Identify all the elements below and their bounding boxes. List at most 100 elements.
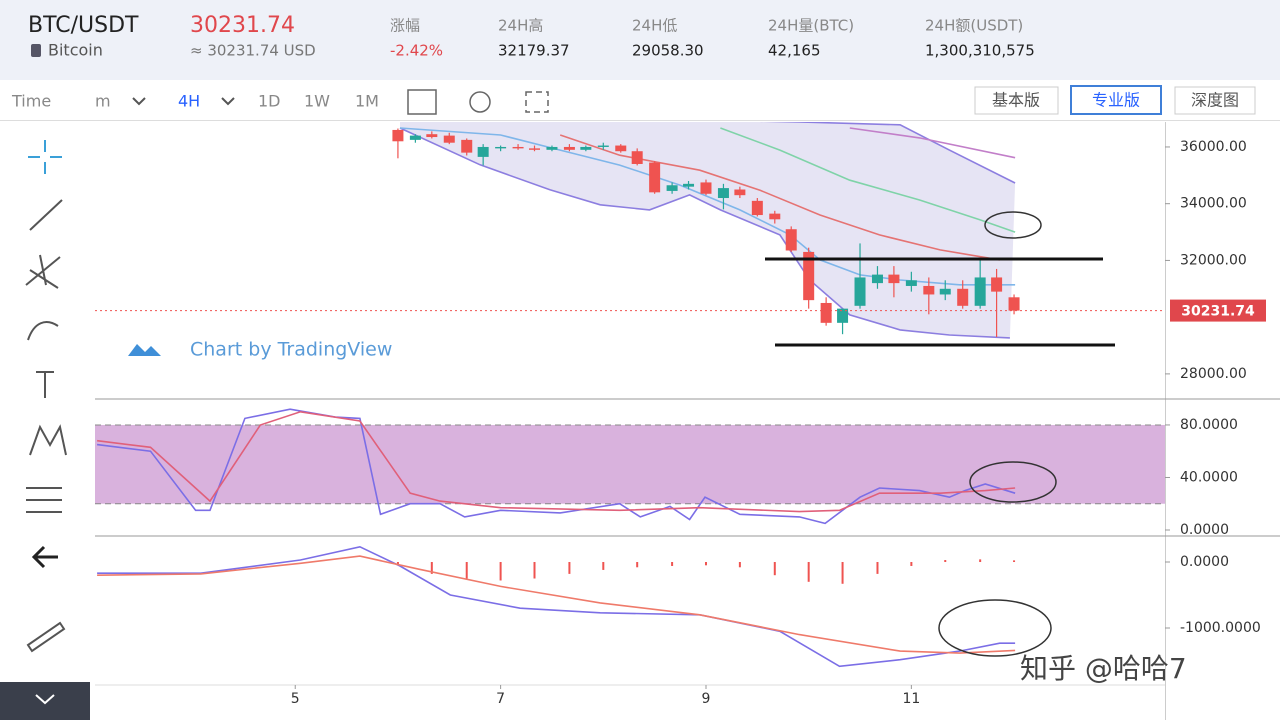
coin-icon: [31, 44, 41, 57]
sidebar: [25, 140, 67, 653]
candle-body: [649, 162, 661, 193]
histogram-bar: [841, 562, 844, 584]
drawn-circle: [969, 461, 1057, 503]
toolbar: Time m 4H 1D 1W 1M 基本版 专业版 深度图: [11, 85, 1256, 115]
histogram-bar: [465, 562, 468, 579]
chevron[interactable]: [221, 97, 235, 106]
indicator-line: [849, 127, 1016, 159]
pane: [97, 545, 1016, 668]
histogram-bar: [944, 560, 947, 563]
histogram-bar: [773, 562, 776, 576]
series-line: [97, 410, 1016, 513]
histogram-bar: [568, 562, 571, 574]
candle-body: [546, 146, 558, 150]
view-label: 深度图: [1191, 91, 1239, 110]
pane: [95, 408, 1165, 525]
symbol: BTC/USDT: [28, 13, 139, 38]
charts: 28000.00 32000.00 34000.00 36000.00 30231.74…: [95, 122, 1266, 707]
stat-value: 1,300,310,575: [925, 42, 1035, 60]
histogram-bar: [533, 562, 536, 579]
stat-label: 24H高: [498, 17, 543, 35]
interval[interactable]: 1M: [355, 92, 379, 111]
band-fill: [95, 424, 1165, 504]
candle-body: [871, 274, 883, 284]
stat-label: 24H量(BTC): [768, 17, 854, 35]
candle-body: [683, 183, 695, 187]
x-tick-label: 5: [291, 691, 300, 707]
candle-body: [785, 229, 797, 251]
settings-button[interactable]: [469, 91, 491, 113]
back-tool[interactable]: [31, 545, 58, 569]
interval-active[interactable]: 4H: [178, 92, 200, 111]
drawn-circle: [938, 599, 1052, 657]
candle-body: [529, 148, 541, 150]
ruler-tool[interactable]: [26, 621, 66, 653]
interval[interactable]: Time: [11, 92, 51, 111]
stat-label: 涨幅: [390, 17, 420, 35]
candle-body: [734, 189, 746, 196]
indicator-button[interactable]: [407, 89, 437, 115]
candle-body: [443, 135, 455, 143]
histogram-bar: [979, 559, 982, 563]
y-tick-label: 80.0000: [1180, 417, 1238, 433]
candle-body: [957, 288, 969, 306]
y-tick-label: 32000.00: [1180, 252, 1247, 268]
stat-label: 24H低: [632, 17, 677, 35]
watermark: Chart by TradingView: [190, 339, 392, 361]
chevron[interactable]: [132, 97, 146, 106]
y-tick-label: 36000.00: [1180, 139, 1247, 155]
last-price-label: 30231.74: [1181, 304, 1255, 320]
screenshot-button[interactable]: [525, 91, 549, 113]
logo-bg: [121, 325, 169, 373]
histogram-bar: [636, 562, 639, 568]
collapse-button[interactable]: [0, 682, 90, 720]
stats: 涨幅 -2.42% 24H高 32179.37 24H低 29058.30 24…: [390, 17, 1035, 60]
histogram-bar: [910, 562, 913, 566]
histogram-bar: [738, 562, 741, 568]
stat-value: -2.42%: [390, 42, 443, 60]
band-fill: [400, 122, 1016, 338]
view-label: 基本版: [992, 91, 1040, 110]
x-tick-label: 7: [496, 691, 505, 707]
candle-body: [477, 146, 489, 157]
indicator-line: [399, 127, 1010, 339]
histogram-bar: [396, 562, 399, 566]
text-tool[interactable]: [36, 371, 54, 398]
brush-tool[interactable]: [27, 321, 59, 341]
interval[interactable]: 1D: [258, 92, 281, 111]
candle-body: [597, 145, 609, 147]
pitchfork-tool[interactable]: [25, 254, 61, 289]
y-tick-label: 40.0000: [1180, 469, 1238, 485]
histogram-bar: [1013, 560, 1016, 563]
candle-body: [974, 277, 986, 306]
view-button-active[interactable]: [1070, 85, 1162, 115]
series-line: [97, 555, 1016, 654]
view-button[interactable]: [974, 86, 1059, 115]
price: 30231.74: [190, 13, 295, 38]
candle-body: [426, 134, 438, 138]
candle-body: [820, 302, 832, 323]
pane: [392, 122, 1020, 339]
measure-tool[interactable]: [26, 487, 62, 513]
candle-body: [991, 277, 1003, 292]
crosshair-tool[interactable]: [28, 140, 62, 174]
candle-body: [837, 308, 849, 323]
view-button[interactable]: [1174, 86, 1256, 115]
stat-label: 24H额(USDT): [925, 17, 1023, 35]
line-tool[interactable]: [29, 199, 63, 231]
candle-body: [512, 146, 524, 149]
y-tick-label: 28000.00: [1180, 366, 1247, 382]
footer-watermark: 知乎 @哈哈7: [1020, 652, 1187, 685]
chevron: [35, 694, 55, 705]
usd-price: ≈ 30231.74 USD: [190, 42, 316, 60]
y-tick-label: 0.0000: [1180, 522, 1229, 538]
candle-body: [409, 135, 421, 140]
interval[interactable]: m: [95, 92, 111, 111]
coin-name: Bitcoin: [48, 41, 103, 60]
candle-body: [495, 146, 507, 149]
candle-body: [923, 285, 935, 295]
pattern-tool[interactable]: [29, 424, 67, 456]
interval[interactable]: 1W: [304, 92, 330, 111]
candle-body: [1008, 297, 1020, 311]
